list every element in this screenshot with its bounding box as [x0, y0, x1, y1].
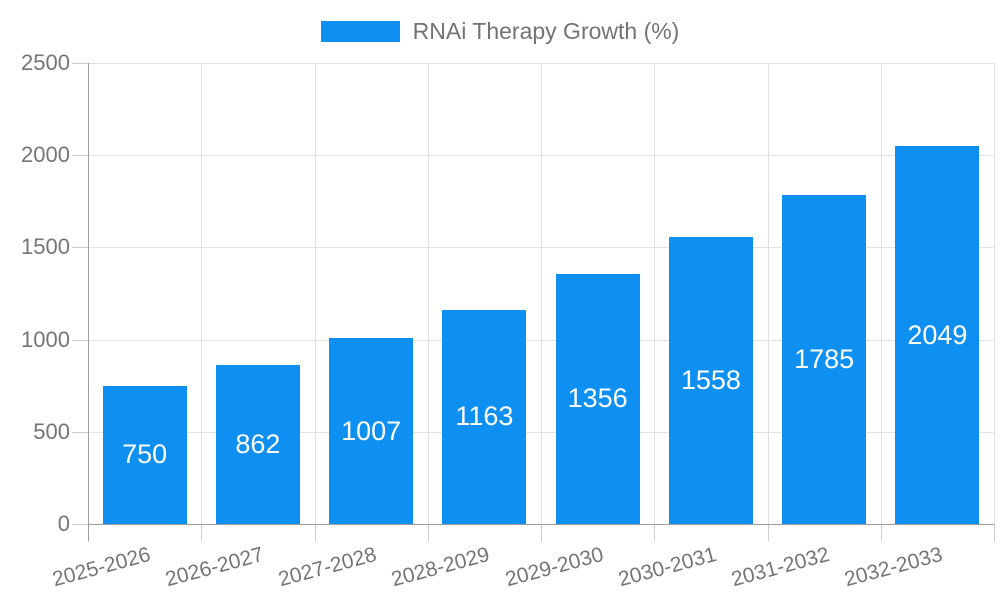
bar[interactable]: 750 [102, 385, 187, 524]
x-tick [201, 524, 203, 541]
x-gridline [314, 63, 316, 524]
y-tick [72, 339, 88, 341]
bar[interactable]: 1163 [442, 309, 527, 524]
legend-label: RNAi Therapy Growth (%) [412, 18, 680, 44]
y-tick-label: 1500 [21, 234, 70, 260]
bar[interactable]: 1356 [555, 273, 640, 524]
bar-value-label: 2049 [907, 319, 968, 350]
y-tick-label: 2500 [21, 50, 70, 75]
x-tick [994, 524, 995, 541]
x-gridline [767, 63, 769, 524]
x-axis-line [88, 524, 994, 525]
x-gridline [427, 63, 429, 524]
x-gridline [654, 63, 656, 524]
x-tick [767, 524, 769, 541]
y-tick-label: 0 [57, 511, 70, 536]
x-gridline [201, 63, 203, 524]
y-axis-line [88, 63, 89, 541]
x-tick [654, 524, 656, 541]
x-tick [880, 524, 882, 541]
x-tick [427, 524, 429, 541]
x-tick [314, 524, 316, 541]
bar-value-label: 1163 [455, 401, 514, 432]
y-tick [72, 431, 88, 433]
bar-value-label: 862 [235, 429, 281, 460]
y-tick [72, 524, 88, 525]
y-tick-label: 500 [33, 418, 70, 444]
y-tick-label: 1000 [21, 326, 70, 352]
bar-value-label: 750 [122, 439, 168, 470]
legend-swatch [320, 21, 400, 42]
x-gridline [541, 63, 542, 524]
bar[interactable]: 2049 [895, 146, 980, 524]
y-tick [72, 155, 88, 157]
y-tick-label: 2000 [21, 142, 70, 168]
bar-value-label: 1785 [794, 343, 855, 374]
bar[interactable]: 1007 [329, 338, 414, 524]
bar[interactable]: 1558 [668, 236, 753, 524]
bar-value-label: 1007 [341, 415, 402, 446]
bar[interactable]: 862 [215, 365, 300, 524]
x-tick [541, 524, 542, 541]
bar[interactable]: 1785 [782, 194, 867, 524]
y-tick [72, 63, 88, 64]
y-tick [72, 247, 88, 249]
bar-value-label: 1558 [680, 364, 741, 395]
bar-value-label: 1356 [567, 383, 628, 414]
legend-item[interactable]: RNAi Therapy Growth (%) [0, 18, 1000, 45]
x-gridline [994, 63, 995, 524]
x-gridline [880, 63, 882, 524]
